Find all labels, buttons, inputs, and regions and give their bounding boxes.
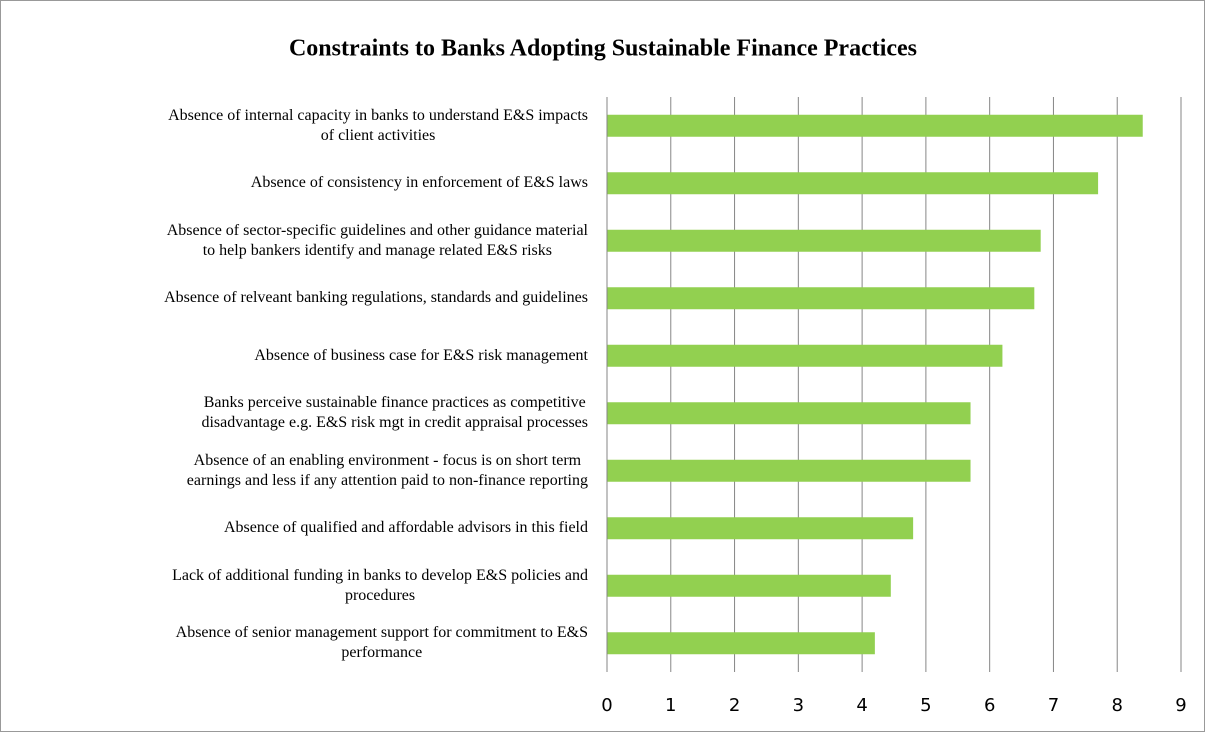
y-tick-label: Absence of senior management support for… xyxy=(175,624,588,662)
bar xyxy=(607,402,971,425)
y-tick-label-box: Banks perceive sustainable finance pract… xyxy=(201,393,588,433)
x-tick-label: 6 xyxy=(984,695,995,716)
y-tick-label: Absence of consistency in enforcement of… xyxy=(250,174,588,192)
x-tick-label: 5 xyxy=(920,695,931,716)
x-tick-label: 7 xyxy=(1048,695,1059,716)
x-tick-label: 1 xyxy=(665,695,676,716)
y-tick-label-box: Absence of internal capacity in banks to… xyxy=(168,106,588,146)
y-tick-label: Lack of additional funding in banks to d… xyxy=(172,566,588,604)
bar xyxy=(607,344,1003,367)
bar xyxy=(607,517,914,540)
y-tick-label: Banks perceive sustainable finance pract… xyxy=(201,394,588,432)
y-tick-label-box: Absence of sector-specific guidelines an… xyxy=(167,221,588,261)
bar xyxy=(607,574,891,597)
x-tick-label: 9 xyxy=(1175,695,1186,716)
x-tick-label: 0 xyxy=(601,695,612,716)
x-tick-label: 3 xyxy=(793,695,804,716)
y-tick-label: Absence of internal capacity in banks to… xyxy=(168,106,588,144)
bar xyxy=(607,114,1143,137)
y-tick-label: Absence of business case for E&S risk ma… xyxy=(254,346,588,364)
bar xyxy=(607,287,1035,310)
x-tick-label: 2 xyxy=(729,695,740,716)
bar xyxy=(607,632,875,655)
y-tick-label-box: Absence of senior management support for… xyxy=(176,623,588,663)
y-tick-label: Absence of relveant banking regulations,… xyxy=(164,289,588,307)
chart-title: Constraints to Banks Adopting Sustainabl… xyxy=(289,36,917,62)
bar xyxy=(607,459,971,482)
x-tick-label: 4 xyxy=(856,695,867,716)
y-tick-label: Absence of sector-specific guidelines an… xyxy=(166,221,588,259)
y-tick-label-box: Absence of an enabling environment - foc… xyxy=(187,451,588,491)
bar xyxy=(607,172,1099,195)
y-tick-label-box: Absence of consistency in enforcement of… xyxy=(251,173,588,193)
y-tick-label: Absence of an enabling environment - foc… xyxy=(186,451,588,489)
bar xyxy=(607,229,1041,252)
y-tick-label: Absence of qualified and affordable advi… xyxy=(223,519,588,537)
y-tick-label-box: Absence of qualified and affordable advi… xyxy=(224,518,588,538)
y-tick-label-box: Lack of additional funding in banks to d… xyxy=(172,566,588,606)
y-tick-label-box: Absence of relveant banking regulations,… xyxy=(164,288,588,308)
y-tick-label-box: Absence of business case for E&S risk ma… xyxy=(254,346,588,366)
x-tick-label: 8 xyxy=(1111,695,1122,716)
